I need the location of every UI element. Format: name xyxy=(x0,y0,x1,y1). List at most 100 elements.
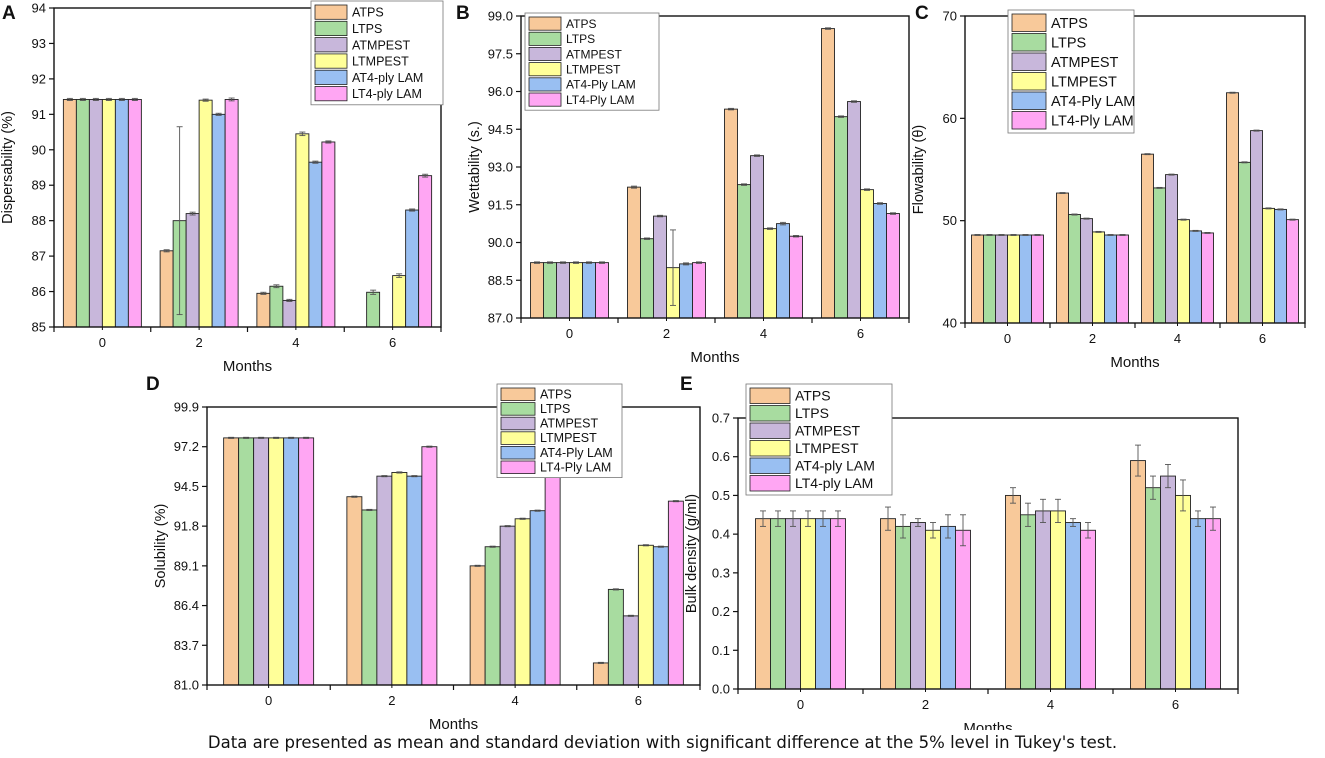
legend-label: LT4-ply LAM xyxy=(352,87,422,101)
y-tick-label: 94.5 xyxy=(488,122,513,137)
bar xyxy=(421,446,438,686)
bar xyxy=(499,525,516,686)
y-tick-label: 90 xyxy=(32,142,46,157)
legend-swatch xyxy=(1011,111,1047,130)
bar xyxy=(529,510,546,686)
legend-swatch xyxy=(314,37,348,53)
legend-label: AT4-Ply LAM xyxy=(1051,94,1135,110)
legend-swatch xyxy=(528,62,562,77)
y-tick-label: 91 xyxy=(32,107,46,122)
legend-label: LTMPEST xyxy=(566,62,621,76)
bar xyxy=(469,565,486,686)
legend-label: LTPS xyxy=(566,32,595,46)
bar xyxy=(253,437,270,686)
legend-label: LT4-ply LAM xyxy=(795,475,873,491)
bar xyxy=(1274,208,1287,324)
bar xyxy=(940,525,956,690)
x-tick-label: 6 xyxy=(857,326,864,341)
y-axis-label: Bulk density (g/ml) xyxy=(684,494,700,613)
chart-panel-b: B 87.0 88.5 90.0 91.5 93.0 94.5 96.0 97.5 99.0 0 2 4… xyxy=(456,3,910,366)
y-tick-label: 89 xyxy=(32,178,46,193)
y-axis-label: Solubility (%) xyxy=(153,504,169,589)
y-tick-label: 97.2 xyxy=(174,439,199,454)
bar xyxy=(1104,234,1117,324)
bar xyxy=(514,518,531,686)
x-axis-label: Months xyxy=(1110,354,1159,371)
bar xyxy=(653,215,667,319)
bar xyxy=(770,518,786,690)
legend-swatch xyxy=(528,92,562,107)
legend-swatch xyxy=(314,86,348,102)
y-tick-label: 91.8 xyxy=(174,519,199,534)
bar xyxy=(667,500,684,686)
bar xyxy=(376,475,393,686)
bar xyxy=(556,262,570,319)
legend-swatch xyxy=(500,402,536,416)
x-tick-label: 4 xyxy=(512,693,519,708)
x-tick-label: 2 xyxy=(388,693,395,708)
legend-label: ATPS xyxy=(795,388,831,404)
bar xyxy=(127,98,142,328)
bar xyxy=(62,98,77,328)
y-tick-label: 99.0 xyxy=(488,9,513,24)
bar xyxy=(1050,510,1066,690)
bar xyxy=(406,475,423,686)
bar xyxy=(776,223,790,319)
bar xyxy=(1189,230,1202,324)
bar xyxy=(755,518,771,690)
panel-label: A xyxy=(2,3,16,24)
x-tick-label: 0 xyxy=(566,326,573,341)
y-tick-label: 81.0 xyxy=(174,678,199,693)
bar xyxy=(724,108,738,319)
bar xyxy=(785,518,801,690)
bar xyxy=(283,437,300,686)
chart-panel-c: C 40 50 60 70 0 2 4 6 Months Flowability (θ) ATPS LT… xyxy=(911,3,1306,371)
x-tick-label: 4 xyxy=(1174,331,1181,346)
legend-label: ATPS xyxy=(352,6,384,20)
legend-swatch xyxy=(528,47,562,62)
x-tick-label: 2 xyxy=(663,326,670,341)
bar xyxy=(391,472,408,686)
legend-swatch xyxy=(500,416,536,431)
legend-label: ATMPEST xyxy=(795,423,861,439)
bar xyxy=(955,529,971,690)
bar xyxy=(484,546,501,686)
legend-swatch xyxy=(1011,72,1047,91)
y-tick-label: 0.2 xyxy=(712,604,730,619)
y-tick-label: 70 xyxy=(943,9,957,24)
bar xyxy=(815,518,831,690)
bar xyxy=(1080,218,1093,324)
bar xyxy=(298,437,315,686)
legend-label: LT4-Ply LAM xyxy=(566,93,634,107)
bar xyxy=(834,116,848,319)
bar xyxy=(269,285,284,328)
y-tick-label: 60 xyxy=(943,111,957,126)
y-tick-label: 0.0 xyxy=(712,682,730,697)
bar xyxy=(1005,494,1021,690)
y-tick-label: 91.5 xyxy=(488,197,513,212)
bar xyxy=(983,234,996,324)
bar xyxy=(1165,174,1178,324)
legend-swatch xyxy=(749,457,791,474)
bar xyxy=(1175,494,1191,690)
legend-swatch xyxy=(749,475,791,492)
legend-label: AT4-Ply LAM xyxy=(566,78,636,92)
legend-swatch xyxy=(1011,52,1047,71)
y-tick-label: 92 xyxy=(32,71,46,86)
y-tick-label: 83.7 xyxy=(174,638,199,653)
x-tick-label: 2 xyxy=(1089,331,1096,346)
legend-label: LTMPEST xyxy=(795,440,859,456)
legend-swatch xyxy=(749,422,791,439)
figure: A 85 86 87 88 89 90 91 92 93 94 0 2 4 6 Months Dispersab… xyxy=(0,1,1306,730)
bar xyxy=(238,437,255,686)
x-tick-label: 4 xyxy=(760,326,767,341)
bar xyxy=(637,544,654,686)
bar xyxy=(1238,161,1251,324)
bar xyxy=(1031,234,1044,324)
bar xyxy=(543,262,557,319)
x-tick-label: 0 xyxy=(1004,331,1011,346)
bar xyxy=(321,141,336,328)
